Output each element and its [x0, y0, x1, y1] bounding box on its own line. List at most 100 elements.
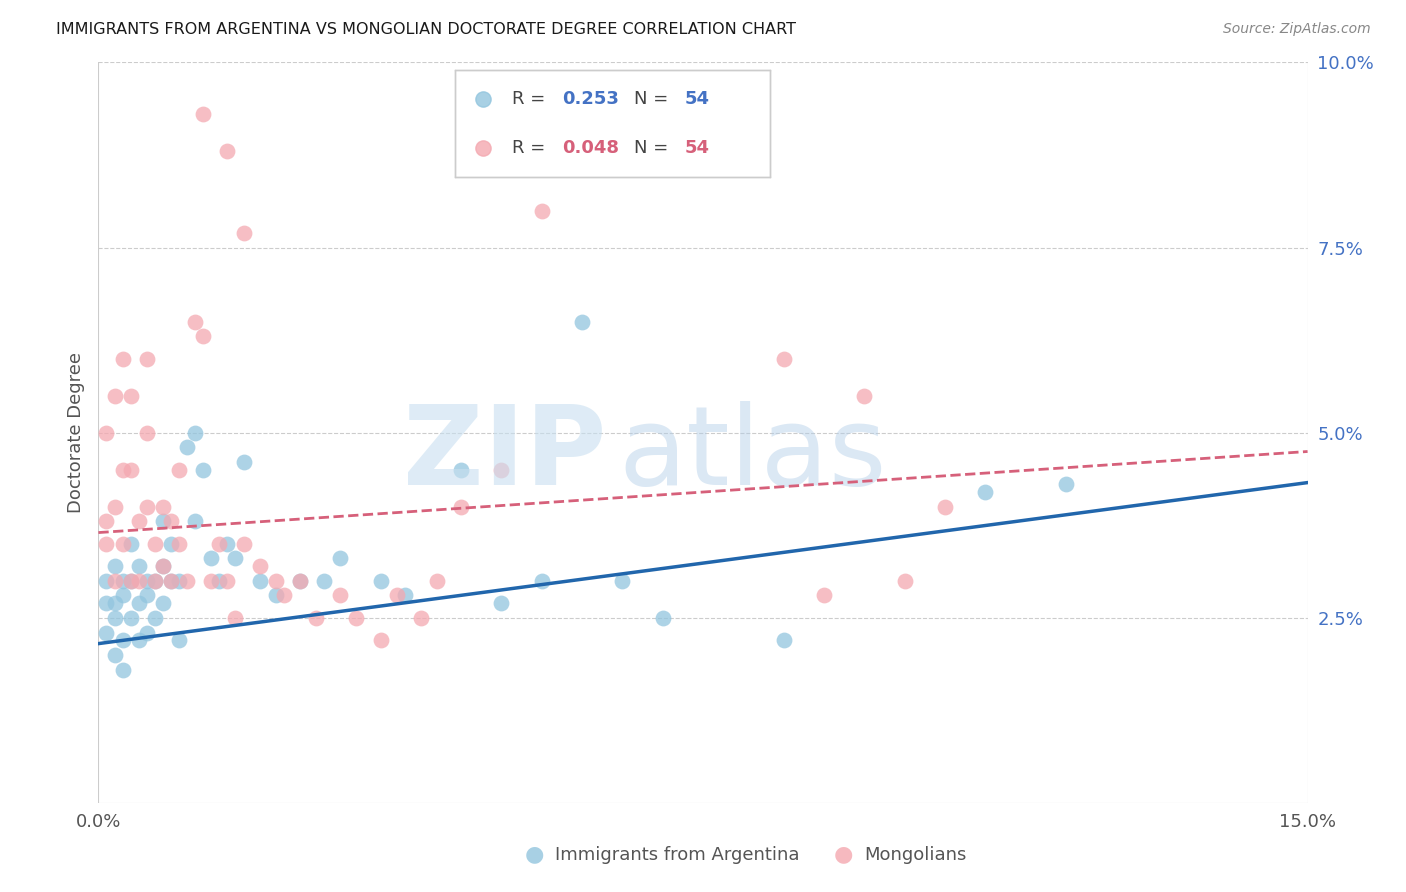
- Point: [571, 129, 593, 144]
- Point: [491, 596, 513, 610]
- Point: [813, 589, 835, 603]
- Point: [651, 610, 673, 624]
- Point: [329, 589, 352, 603]
- Point: [200, 574, 222, 588]
- Point: [160, 574, 183, 588]
- Text: Source: ZipAtlas.com: Source: ZipAtlas.com: [1223, 22, 1371, 37]
- Point: [96, 425, 118, 440]
- Point: [249, 558, 271, 573]
- Point: [530, 203, 553, 218]
- Point: [120, 536, 142, 550]
- Text: Immigrants from Argentina: Immigrants from Argentina: [555, 846, 800, 863]
- Point: [249, 574, 271, 588]
- Point: [120, 574, 142, 588]
- Point: [530, 574, 553, 588]
- Point: [772, 351, 794, 366]
- Point: [120, 610, 142, 624]
- Point: [167, 574, 190, 588]
- Point: [135, 425, 157, 440]
- Point: [111, 536, 134, 550]
- Point: [103, 596, 125, 610]
- Point: [143, 574, 166, 588]
- Point: [409, 610, 432, 624]
- Point: [111, 351, 134, 366]
- Point: [370, 574, 392, 588]
- Point: [305, 610, 328, 624]
- Point: [176, 574, 198, 588]
- Point: [143, 536, 166, 550]
- Point: [288, 574, 311, 588]
- Point: [96, 515, 118, 529]
- Point: [232, 226, 254, 240]
- Point: [232, 536, 254, 550]
- Point: [135, 589, 157, 603]
- Point: [103, 558, 125, 573]
- Point: [167, 462, 190, 476]
- Point: [135, 351, 157, 366]
- Point: [314, 574, 336, 588]
- Point: [120, 462, 142, 476]
- Point: [612, 574, 634, 588]
- Point: [217, 145, 239, 159]
- Point: [273, 589, 295, 603]
- Point: [193, 329, 215, 343]
- Point: [974, 484, 997, 499]
- Point: [143, 610, 166, 624]
- Point: [394, 589, 416, 603]
- Text: atlas: atlas: [619, 401, 887, 508]
- Point: [200, 551, 222, 566]
- Point: [208, 536, 231, 550]
- Point: [103, 648, 125, 662]
- Point: [772, 632, 794, 647]
- Point: [264, 589, 287, 603]
- Point: [152, 500, 174, 514]
- Point: [96, 536, 118, 550]
- Point: [120, 574, 142, 588]
- Point: [426, 574, 449, 588]
- Point: [167, 632, 190, 647]
- Point: [103, 610, 125, 624]
- Point: [571, 314, 593, 328]
- Point: [96, 625, 118, 640]
- Point: [934, 500, 956, 514]
- Point: [152, 558, 174, 573]
- Point: [491, 462, 513, 476]
- Point: [853, 388, 876, 402]
- Point: [232, 455, 254, 469]
- Point: [217, 536, 239, 550]
- Point: [111, 574, 134, 588]
- Point: [288, 574, 311, 588]
- Point: [96, 596, 118, 610]
- Text: ZIP: ZIP: [404, 401, 606, 508]
- Point: [184, 515, 207, 529]
- Point: [450, 462, 472, 476]
- Point: [385, 589, 408, 603]
- Text: IMMIGRANTS FROM ARGENTINA VS MONGOLIAN DOCTORATE DEGREE CORRELATION CHART: IMMIGRANTS FROM ARGENTINA VS MONGOLIAN D…: [56, 22, 796, 37]
- Point: [128, 515, 150, 529]
- Point: [184, 314, 207, 328]
- Point: [193, 107, 215, 121]
- Point: [111, 632, 134, 647]
- Point: [208, 574, 231, 588]
- Point: [1054, 477, 1077, 491]
- Point: [135, 500, 157, 514]
- Point: [135, 625, 157, 640]
- Point: [120, 388, 142, 402]
- Text: Mongolians: Mongolians: [865, 846, 967, 863]
- Text: ●: ●: [524, 845, 544, 864]
- Point: [224, 610, 246, 624]
- Point: [143, 574, 166, 588]
- Point: [111, 663, 134, 677]
- Point: [152, 515, 174, 529]
- Point: [103, 500, 125, 514]
- Point: [103, 388, 125, 402]
- Point: [344, 610, 367, 624]
- Point: [111, 589, 134, 603]
- Point: [224, 551, 246, 566]
- Point: [370, 632, 392, 647]
- Point: [111, 462, 134, 476]
- Text: ●: ●: [834, 845, 853, 864]
- Point: [450, 500, 472, 514]
- Point: [128, 632, 150, 647]
- Point: [167, 536, 190, 550]
